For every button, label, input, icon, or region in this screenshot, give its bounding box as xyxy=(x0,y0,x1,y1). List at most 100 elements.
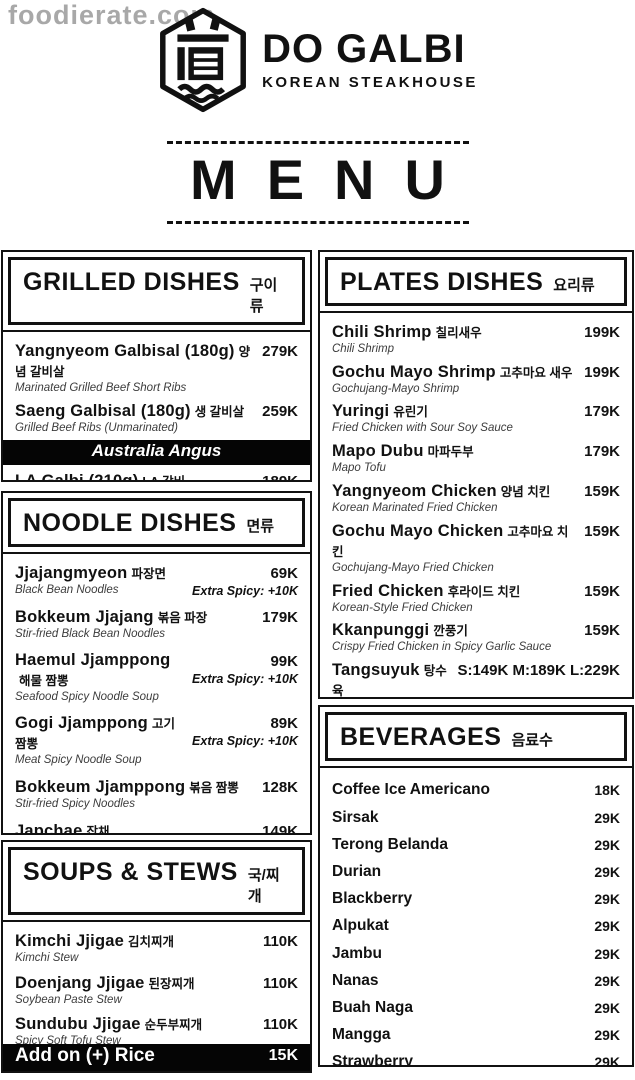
item-name-korean: 칠리새우 xyxy=(435,325,482,340)
menu-item-name-line: Gogi Jjamppong 고기 짬뽕 xyxy=(15,713,184,753)
item-description: Korean Marinated Fried Chicken xyxy=(332,501,498,514)
menu-item-info: Haemul Jjamppong 해물 짬뽕 Seafood Spicy Nood… xyxy=(15,651,184,705)
item-name: Gochu Mayo Chicken xyxy=(332,521,504,540)
item-description: Soybean Paste Stew xyxy=(15,993,122,1006)
menu-item-pricing: 179K xyxy=(262,607,298,626)
menu-item-pricing: 128K xyxy=(262,777,298,796)
beverage-price: 29K xyxy=(594,891,620,908)
item-name-korean: 유린기 xyxy=(393,405,428,420)
brand-tagline: KOREAN STEAKHOUSE xyxy=(262,74,478,91)
beverage-name: Strawberry xyxy=(332,1053,413,1067)
menu-item: Gochu Mayo Chicken 고추마요 치킨 Gochujang-Mayo… xyxy=(320,521,632,576)
item-name: Yuringi xyxy=(332,402,390,421)
menu-item-pricing: 189K xyxy=(262,471,298,479)
menu-item: Kkanpunggi 깐풍기 Crispy Fried Chicken in Sp… xyxy=(320,620,632,655)
addon-rice-bar: Add on (+) Rice 15K xyxy=(3,1043,310,1071)
addon-label: Add on (+) Rice xyxy=(15,1044,155,1066)
menu-item-pricing: 159K xyxy=(584,581,620,600)
item-description: Meat Spicy Noodle Soup xyxy=(15,754,142,767)
beverage-name: Terong Belanda xyxy=(332,835,448,853)
left-column: GRILLED DISHES 구이류 Yangnyeom Galbisal (1… xyxy=(1,249,312,1073)
section-title: GRILLED DISHES xyxy=(23,267,240,296)
menu-item: Yuringi 유린기 Fried Chicken with Sour Soy S… xyxy=(320,401,632,436)
item-extra-price: Extra Spicy: +10K xyxy=(192,734,298,749)
beverage-name: Alpukat xyxy=(332,917,389,935)
item-name: Bokkeum Jjajang xyxy=(15,607,154,626)
item-price: 159K xyxy=(584,622,620,640)
menu-item-info: Bokkeum Jjamppong 볶음 짬뽕 Stir-fried Spicy … xyxy=(15,777,239,812)
beverage-row: Alpukat 29K xyxy=(320,913,632,940)
item-name-korean: 파장면 xyxy=(131,566,166,581)
beverage-name: Durian xyxy=(332,862,382,880)
menu-columns: GRILLED DISHES 구이류 Yangnyeom Galbisal (1… xyxy=(1,249,635,1073)
item-name-korean: 후라이드 치킨 xyxy=(447,584,521,599)
item-description: Grilled Beef Ribs (Unmarinated) xyxy=(15,421,178,434)
section-header-rule xyxy=(320,310,632,313)
item-description: Marinated Grilled Beef Short Ribs xyxy=(15,381,187,394)
beverage-row: Mangga 29K xyxy=(320,1021,632,1048)
menu-item: Bokkeum Jjamppong 볶음 짬뽕 Stir-fried Spicy … xyxy=(3,777,310,812)
menu-item-pricing: 159K xyxy=(584,521,620,540)
section-header-rule xyxy=(3,919,310,922)
menu-item-name-line: Yangnyeom Galbisal (180g) 양념 갈비살 xyxy=(15,341,254,381)
item-name-korean: 해물 짬뽕 xyxy=(19,673,69,688)
item-name-korean: 깐풍기 xyxy=(433,624,468,639)
menu-item-pricing: 110K xyxy=(263,973,298,992)
item-name: Yangnyeom Galbisal (180g) xyxy=(15,341,235,360)
section-title-korean: 국/찌개 xyxy=(247,866,280,905)
item-extra-price: Extra Spicy: +10K xyxy=(192,583,298,598)
item-name-korean: 고기 짬뽕 xyxy=(15,717,175,752)
beverage-name: Blackberry xyxy=(332,890,413,908)
section-grilled: GRILLED DISHES 구이류 Yangnyeom Galbisal (1… xyxy=(1,249,312,482)
item-description: Mapo Tofu xyxy=(332,462,386,475)
beverage-name: Nanas xyxy=(332,971,379,989)
right-column: PLATES DISHES 요리류 Chili Shrimp 칠리새우 Chili… xyxy=(318,249,634,1073)
beverage-price: 18K xyxy=(594,782,620,799)
item-name: Gogi Jjamppong xyxy=(15,714,148,733)
item-name-korean: 고추마요 새우 xyxy=(499,365,573,380)
menu-item: Chili Shrimp 칠리새우 Chili Shrimp 199K xyxy=(320,322,632,357)
section-header: GRILLED DISHES 구이류 xyxy=(8,256,305,325)
menu-item-info: Kimchi Jjigae 김치찌개 Kimchi Stew xyxy=(15,931,174,966)
menu-item-pricing: 199K xyxy=(584,362,620,381)
menu-item-pricing: 179K xyxy=(584,401,620,420)
item-price: 69K xyxy=(270,564,298,582)
beverage-row: Coffee Ice Americano 18K xyxy=(320,777,632,804)
menu-item-pricing: 99K Extra Spicy: +10K xyxy=(192,651,298,686)
menu-item-name-line: Fried Chicken 후라이드 치킨 xyxy=(332,581,520,601)
item-name-korean: 양념 갈비살 xyxy=(15,344,251,379)
item-price: 259K xyxy=(262,402,298,420)
item-name: Yangnyeom Chicken xyxy=(332,481,497,500)
item-name: Tangsuyuk xyxy=(332,661,420,680)
menu-item-info: Jjajangmyeon 파장면 Black Bean Noodles xyxy=(15,563,166,598)
menu-item-pricing: 110K xyxy=(263,1014,298,1033)
section-title: PLATES DISHES xyxy=(340,267,544,296)
section-body: Coffee Ice Americano 18K Sirsak 29K Tero… xyxy=(320,777,632,1067)
section-header: SOUPS & STEWS 국/찌개 xyxy=(8,846,305,915)
item-name: Gochu Mayo Shrimp xyxy=(332,362,496,381)
section-body: Kimchi Jjigae 김치찌개 Kimchi Stew 110K Doenj… xyxy=(3,931,310,1064)
item-name: Saeng Galbisal (180g) xyxy=(15,401,191,420)
menu-item-name-line: Doenjang Jjigae 된장찌개 xyxy=(15,973,195,993)
item-price: 110K xyxy=(262,974,298,992)
beverage-name: Coffee Ice Americano xyxy=(332,781,490,799)
item-name: Japchae xyxy=(15,821,83,835)
beverage-row: Strawberry 29K xyxy=(320,1049,632,1067)
item-name-korean: LA 갈비 xyxy=(142,475,185,479)
menu-item-info: Fried Chicken 후라이드 치킨 Korean-Style Fried … xyxy=(332,581,520,616)
menu-item-name-line: Yangnyeom Chicken 양념 치킨 xyxy=(332,481,550,501)
item-price: 179K xyxy=(262,608,298,626)
item-description: Stir-fried Black Bean Noodles xyxy=(15,627,165,640)
item-price: 128K xyxy=(262,779,298,797)
menu-item-info: Gochu Mayo Chicken 고추마요 치킨 Gochujang-Mayo… xyxy=(332,521,576,576)
menu-item-name-line: Haemul Jjamppong 해물 짬뽕 xyxy=(15,651,184,690)
menu-item-name-line: Kimchi Jjigae 김치찌개 xyxy=(15,931,174,951)
beef-origin-banner: Australia Angus xyxy=(3,440,310,466)
item-name-korean: 된장찌개 xyxy=(148,976,195,991)
item-price: 159K xyxy=(584,522,620,540)
menu-item: Fried Chicken 후라이드 치킨 Korean-Style Fried … xyxy=(320,581,632,616)
menu-item: Mapo Dubu 마파두부 Mapo Tofu 179K xyxy=(320,441,632,476)
item-description: Black Bean Noodles xyxy=(15,583,119,596)
item-description: Chili Shrimp xyxy=(332,342,394,355)
